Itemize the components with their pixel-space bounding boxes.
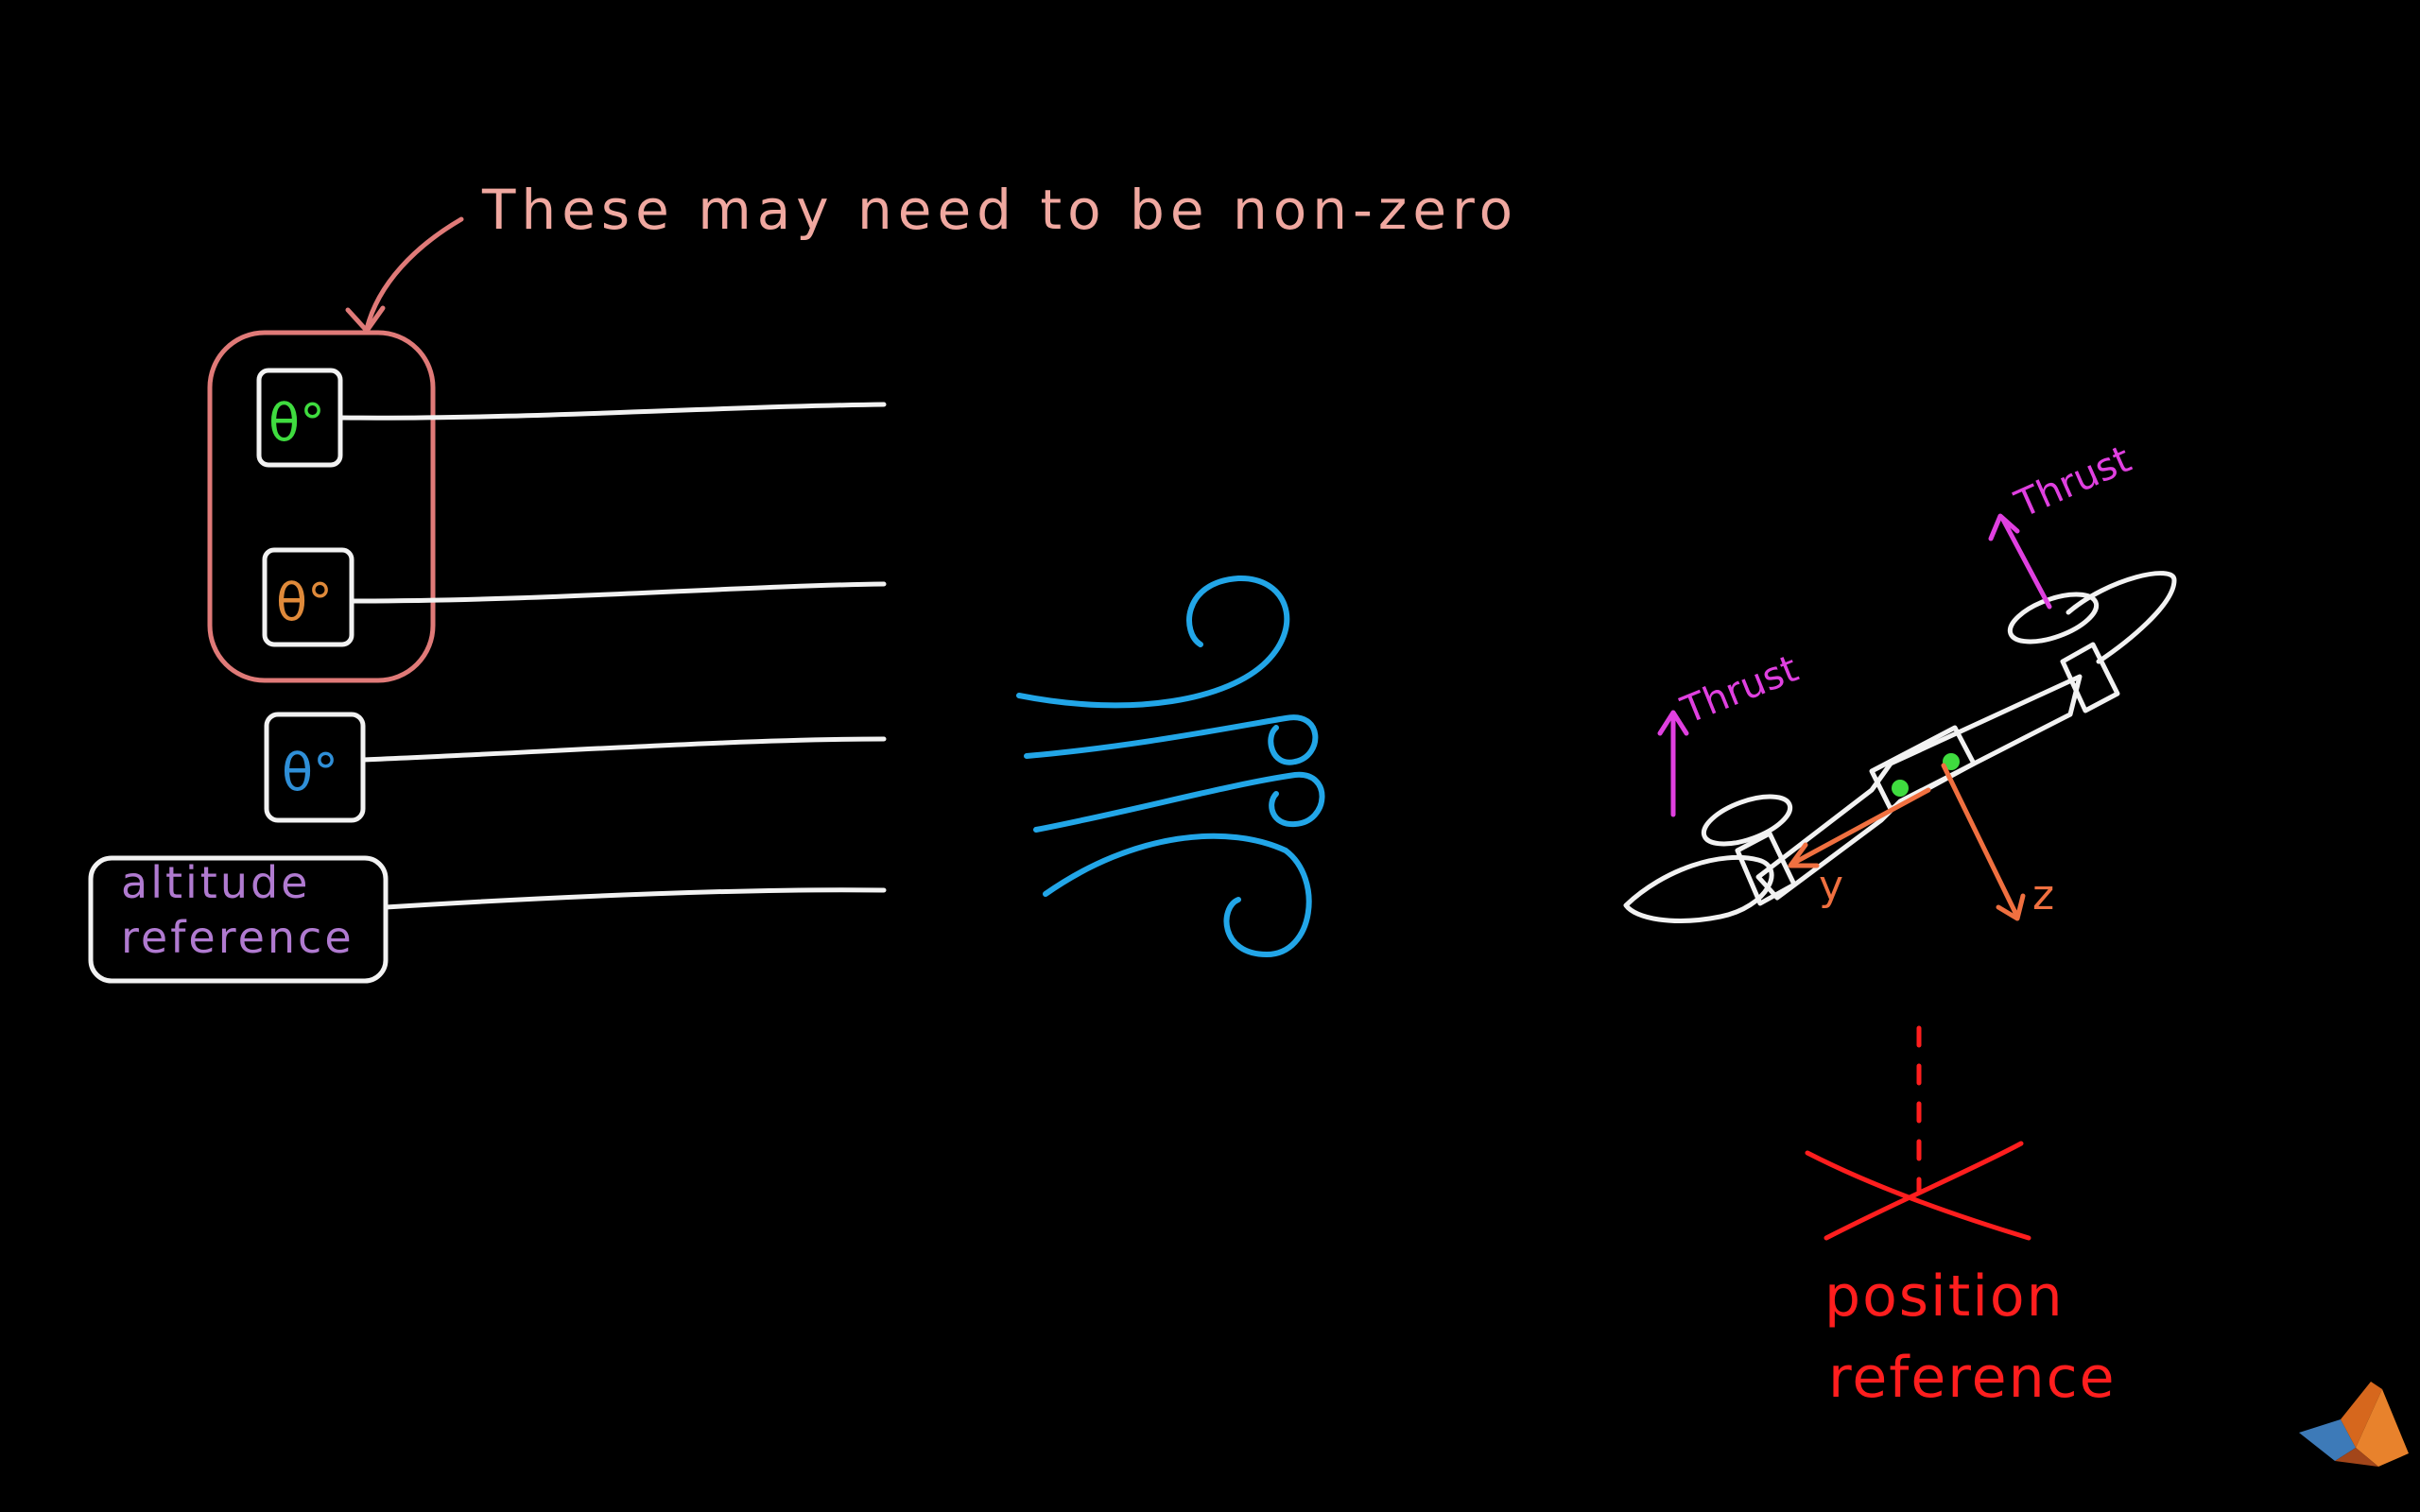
drone-hub (1869, 725, 1977, 812)
left-rotor-blade (1623, 854, 1774, 923)
right-rotor-blade (2066, 571, 2177, 664)
signal-line-3 (360, 736, 887, 763)
right-motor (2060, 642, 2120, 713)
matlab-membrane-icon (2299, 1382, 2409, 1467)
thrust-arrow-right (1988, 513, 2052, 610)
sensor-dot-1 (1892, 780, 1909, 797)
left-motor (1735, 831, 1797, 906)
highlight-bracket (207, 330, 436, 683)
annotation-arrow (364, 216, 464, 332)
axis-y-label: y (1819, 862, 1843, 910)
input-block-2: θ° (262, 547, 887, 647)
position-x-marker-icon (1805, 1141, 2031, 1241)
signal-line-1 (337, 402, 887, 421)
altitude-reference-block: altitude reference (88, 855, 887, 984)
input-symbol-3: θ° (282, 743, 338, 802)
axis-z-label: z (2032, 871, 2054, 919)
annotation-text: These may need to be non-zero (481, 178, 1518, 242)
annotation-arrowhead (345, 305, 386, 334)
left-rotor (1701, 794, 1793, 847)
position-reference-line2: reference (1828, 1345, 2117, 1411)
input-symbol-2: θ° (276, 573, 333, 632)
thrust-label-right: Thrust (2008, 438, 2137, 527)
signal-line-4 (383, 887, 887, 910)
input-symbol-1: θ° (268, 393, 325, 453)
altitude-reference-line1: altitude (121, 857, 310, 908)
thrust-label-left: Thrust (1675, 647, 1805, 733)
axis-z-arrow (1941, 763, 2026, 921)
input-block-3: θ° (264, 712, 887, 823)
drone-icon (1623, 571, 2177, 923)
position-reference-line1: position (1824, 1263, 2065, 1330)
signal-line-2 (349, 581, 887, 604)
axis-y-arrow (1788, 787, 1931, 868)
wind-gust-icon (1016, 575, 1325, 957)
thrust-arrow-left (1657, 710, 1689, 817)
input-block-1: θ° (256, 368, 887, 468)
right-rotor (2007, 592, 2100, 644)
altitude-reference-line2: reference (121, 912, 354, 963)
sensor-dot-2 (1943, 753, 1960, 770)
